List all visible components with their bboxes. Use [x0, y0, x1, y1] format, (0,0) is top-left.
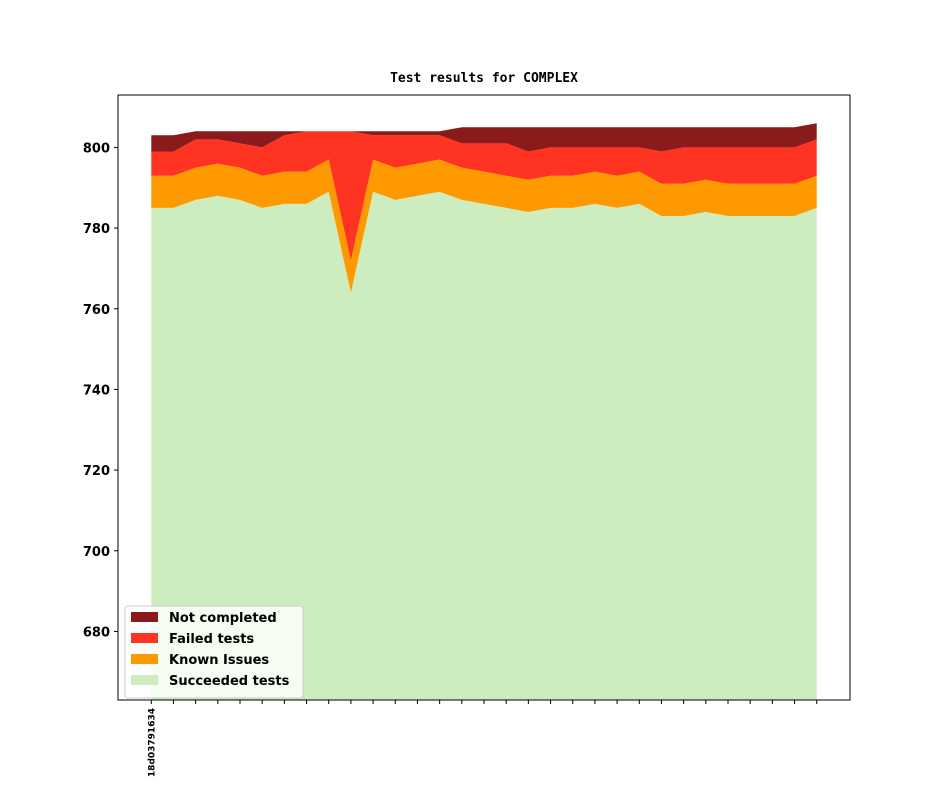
- legend-swatch: [131, 633, 158, 643]
- y-tick-label: 800: [83, 141, 110, 156]
- y-tick-label: 760: [83, 303, 110, 318]
- legend-swatch: [131, 612, 158, 622]
- chart-title: Test results for COMPLEX: [390, 71, 578, 86]
- x-tick-label: 18d03791634: [147, 708, 157, 777]
- area: [151, 191, 817, 701]
- area: [151, 131, 817, 261]
- legend-label: Succeeded tests: [169, 674, 290, 689]
- legend-label: Known Issues: [169, 653, 269, 668]
- y-tick-label: 720: [83, 464, 110, 479]
- y-tick-label: 700: [83, 545, 110, 560]
- legend-swatch: [131, 675, 158, 685]
- legend-swatch: [131, 654, 158, 664]
- legend-label: Failed tests: [169, 632, 254, 647]
- area: [151, 159, 817, 293]
- y-tick-label: 680: [83, 625, 110, 640]
- legend-label: Not completed: [169, 611, 277, 626]
- legend-box: [124, 605, 304, 699]
- y-tick-label: 780: [83, 222, 110, 237]
- area: [151, 123, 817, 152]
- y-tick-label: 740: [83, 383, 110, 398]
